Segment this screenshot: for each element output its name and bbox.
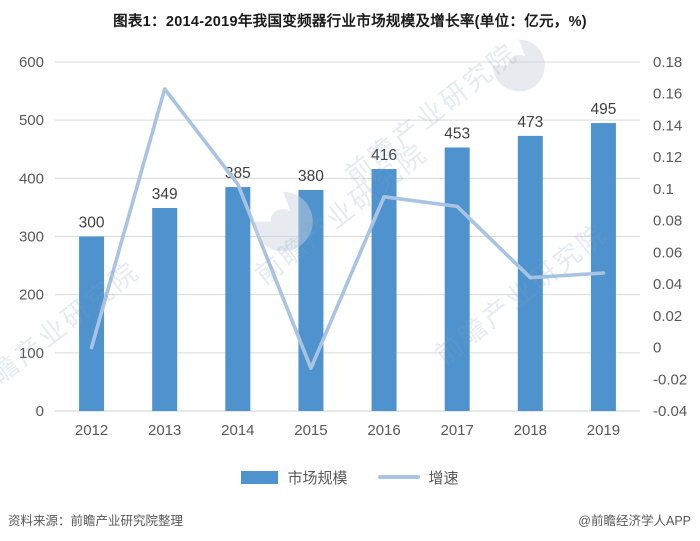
bar-value-label: 300 bbox=[79, 215, 105, 232]
right-axis-tick-label: 0.02 bbox=[653, 308, 682, 325]
right-axis-tick-label: -0.04 bbox=[653, 403, 687, 420]
left-axis-tick-label: 600 bbox=[19, 54, 44, 71]
bar-2014 bbox=[225, 187, 251, 411]
x-axis-label-2018: 2018 bbox=[514, 422, 547, 439]
bar-2012 bbox=[79, 236, 105, 411]
bar-series-swatch bbox=[241, 470, 279, 484]
bar-value-label: 495 bbox=[591, 101, 617, 118]
growth-rate-line bbox=[89, 87, 606, 371]
bar-value-label: 380 bbox=[298, 168, 324, 185]
brand-credit-text: @前瞻经济学人APP bbox=[578, 513, 691, 528]
right-axis-tick-label: -0.02 bbox=[653, 371, 687, 388]
right-axis-tick-label: 0.08 bbox=[653, 213, 682, 230]
right-axis-tick-label: 0.12 bbox=[653, 149, 682, 166]
bar-2018 bbox=[517, 135, 543, 411]
x-axis-label-2013: 2013 bbox=[148, 422, 181, 439]
bar-value-label: 349 bbox=[152, 186, 178, 203]
bar-2013 bbox=[152, 207, 178, 411]
left-axis-tick-label: 500 bbox=[19, 112, 44, 129]
right-axis-tick-label: 0.16 bbox=[653, 86, 682, 103]
legend: 市场规模 增速 bbox=[0, 464, 700, 490]
left-axis-tick-label: 400 bbox=[19, 170, 44, 187]
line-series-swatch bbox=[377, 475, 420, 479]
left-axis-tick-label: 0 bbox=[36, 403, 44, 420]
x-axis-label-2014: 2014 bbox=[221, 422, 254, 439]
right-axis-tick-label: 0.1 bbox=[653, 181, 674, 198]
footer: 资料来源：前瞻产业研究院整理 @前瞻经济学人APP bbox=[0, 507, 700, 531]
legend-item-growth-rate: 增速 bbox=[377, 467, 459, 488]
chart-title: 图表1：2014-2019年我国变频器行业市场规模及增长率(单位：亿元，%) bbox=[113, 14, 587, 30]
x-axis-label-2015: 2015 bbox=[294, 422, 327, 439]
right-axis-tick-label: 0 bbox=[653, 340, 661, 357]
left-axis-tick-label: 300 bbox=[19, 229, 44, 246]
x-axis-label-2012: 2012 bbox=[75, 422, 108, 439]
left-axis-tick-label: 200 bbox=[19, 287, 44, 304]
x-axis-label-2019: 2019 bbox=[587, 422, 620, 439]
right-axis-tick-label: 0.04 bbox=[653, 276, 682, 293]
bar-2017 bbox=[444, 147, 470, 411]
right-axis-tick-label: 0.18 bbox=[653, 54, 682, 71]
right-axis-tick-label: 0.06 bbox=[653, 244, 682, 261]
bar-2015 bbox=[298, 189, 324, 411]
legend-label: 增速 bbox=[428, 469, 459, 487]
x-axis-label-2017: 2017 bbox=[441, 422, 474, 439]
legend-item-market-size: 市场规模 bbox=[241, 467, 348, 488]
left-axis-tick-label: 100 bbox=[19, 345, 44, 362]
x-axis-label-2016: 2016 bbox=[367, 422, 400, 439]
bar-value-label: 473 bbox=[517, 114, 543, 131]
bar-value-label: 453 bbox=[444, 126, 470, 143]
bar-value-label: 416 bbox=[371, 147, 397, 164]
bar-2019 bbox=[590, 123, 616, 411]
legend-label: 市场规模 bbox=[287, 469, 348, 487]
right-axis-tick-label: 0.14 bbox=[653, 117, 682, 134]
bar-2016 bbox=[371, 169, 397, 411]
data-source-text: 资料来源：前瞻产业研究院整理 bbox=[8, 513, 184, 528]
